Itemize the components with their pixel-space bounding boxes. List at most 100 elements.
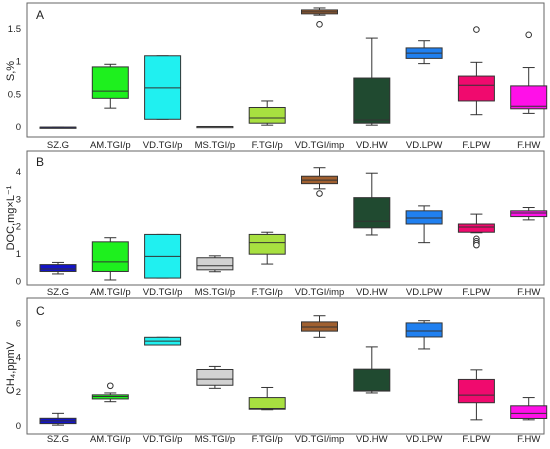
panel-a-category-label: F.HW (517, 140, 540, 151)
panel-a-box-1 (39, 126, 77, 129)
panel-b-box-9 (457, 213, 495, 249)
panel-c-category-label: F.LPW (462, 434, 490, 445)
panel-b-category-label: F.TGI/p (252, 287, 283, 298)
iqr-box (248, 233, 286, 255)
panel-b-box-2 (91, 237, 129, 281)
panel-b: B DOC,mg×L⁻¹ 0 1 2 3 4 SZ.G AM.TGI/p VD.TGI/p MS… (5, 150, 548, 298)
panel-a-box-2 (91, 63, 129, 109)
iqr-box (510, 85, 548, 110)
iqr-box (91, 66, 129, 99)
panel-b-y-axis-label: DOC,mg×L⁻¹ (5, 185, 17, 250)
panel-c-category-label: VD.LPW (406, 434, 442, 445)
panel-b-box-5 (248, 231, 286, 265)
panel-c: C CH₄,ppmV 0 2 4 6 SZ.G AM.TGI/p VD.TGI/p MS.TG… (5, 297, 548, 445)
panel-c-y-tick-label: 4 (16, 353, 21, 364)
iqr-box (405, 210, 443, 225)
panel-b-category-label: AM.TGI/p (90, 287, 131, 298)
panel-a-category-label: VD.TGI/p (143, 140, 183, 151)
outlier-point (525, 31, 533, 39)
panel-b-box-1 (39, 261, 77, 275)
panel-b-y-tick-label: 2 (16, 222, 21, 233)
panel-b-category-label: F.LPW (462, 287, 490, 298)
outlier-point (107, 382, 114, 390)
panel-c-category-label: F.TGI/p (252, 434, 283, 445)
iqr-box (510, 210, 548, 218)
panel-c-box-2 (91, 382, 129, 403)
panel-c-frame (26, 297, 545, 435)
iqr-box (301, 321, 338, 332)
iqr-box (405, 322, 443, 338)
panel-c-box-1 (39, 412, 77, 426)
panel-b-box-3 (144, 233, 182, 279)
iqr-box (91, 241, 129, 272)
panel-a-y-tick-label: 0 (16, 122, 21, 133)
panel-a-frame (26, 2, 545, 138)
panel-c-box-3 (144, 336, 182, 346)
panel-c-box-10 (510, 397, 548, 421)
iqr-box (457, 75, 495, 102)
panel-a-y-axis-label: S,% (5, 61, 17, 81)
panel-c-category-label: VD.TGI/imp (295, 434, 345, 445)
panel-b-y-tick-label: 0 (16, 277, 21, 288)
panel-b-box-10 (510, 207, 548, 221)
iqr-box (510, 405, 548, 419)
outlier-point (316, 21, 323, 28)
panel-a-category-label: F.TGI/p (252, 140, 283, 151)
panel-a-box-10 (510, 31, 548, 114)
panel-a-box-4 (196, 125, 234, 129)
outlier-point (316, 190, 323, 197)
panel-b-y-tick-label: 1 (16, 249, 21, 260)
panel-a-category-label: VD.TGI/imp (295, 140, 345, 151)
panel-a-label: A (36, 8, 44, 22)
panel-b-category-label: VD.TGI/imp (295, 287, 345, 298)
panel-b-category-label: VD.HW (356, 287, 388, 298)
panel-c-y-axis-label: CH₄,ppmV (5, 341, 17, 394)
panel-c-category-label: VD.HW (356, 434, 388, 445)
panel-a-box-9 (457, 26, 495, 116)
panel-a-box-8 (405, 40, 443, 65)
panel-c-label: C (36, 304, 45, 318)
panel-a-category-label: AM.TGI/p (90, 140, 131, 151)
panel-b-frame (26, 150, 545, 286)
iqr-box (196, 368, 234, 386)
panel-b-category-label: F.HW (517, 287, 540, 298)
panel-c-box-6 (301, 315, 338, 338)
panel-a-category-label: VD.LPW (406, 140, 442, 151)
iqr-box (39, 264, 77, 272)
panel-c-category-label: AM.TGI/p (90, 434, 131, 445)
iqr-box (353, 77, 391, 124)
panel-c-y-tick-label: 6 (16, 318, 21, 329)
panel-c-category-label: SZ.G (47, 434, 69, 445)
panel-a-box-6 (301, 7, 338, 28)
outlier-point (473, 26, 480, 33)
panel-b-box-4 (196, 255, 234, 273)
iqr-box (196, 257, 234, 271)
panel-c-box-7 (353, 346, 391, 394)
panel-c-box-8 (405, 320, 443, 350)
iqr-box (248, 106, 286, 124)
panel-b-box-6 (301, 167, 338, 197)
panel-a-box-7 (353, 37, 391, 126)
panel-c-category-label: F.HW (517, 434, 540, 445)
iqr-box (353, 368, 391, 392)
panel-c-box-9 (457, 369, 495, 421)
panel-b-box-7 (353, 172, 391, 236)
panel-a-category-label: MS.TGI/p (195, 140, 236, 151)
panel-a-category-label: SZ.G (47, 140, 69, 151)
panel-c-box-4 (196, 365, 234, 389)
outlier-point (473, 241, 480, 249)
panel-c-box-5 (248, 386, 286, 411)
panel-b-y-tick-label: 3 (16, 194, 21, 205)
panel-c-category-label: VD.TGI/p (143, 434, 183, 445)
panel-a-y-tick-label: 0.5 (8, 89, 21, 100)
panel-a-category-label: F.LPW (462, 140, 490, 151)
panel-c-category-label: MS.TGI/p (195, 434, 236, 445)
iqr-box (457, 378, 495, 404)
panel-b-category-label: VD.TGI/p (143, 287, 183, 298)
panel-a-box-5 (248, 100, 286, 126)
panel-c-y-tick-label: 2 (16, 387, 21, 398)
iqr-box (457, 223, 495, 233)
panel-b-category-label: VD.LPW (406, 287, 442, 298)
panel-a-y-tick-label: 1.5 (8, 24, 21, 35)
panel-b-category-label: SZ.G (47, 287, 69, 298)
